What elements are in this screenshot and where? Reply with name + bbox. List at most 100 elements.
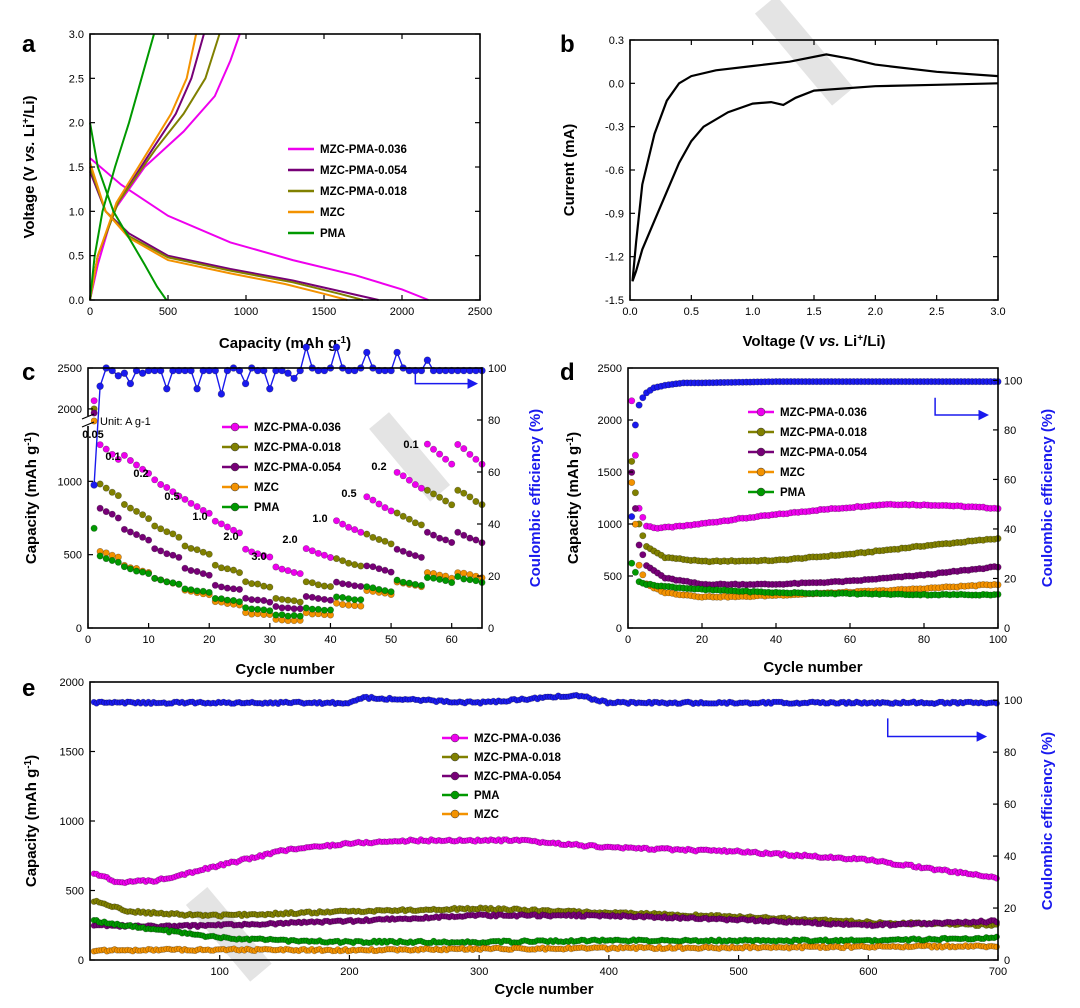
data-point [230,566,238,574]
data-point [635,401,643,409]
data-point [357,528,365,536]
curve-mzc-pma-0.036-charge [89,33,241,301]
data-point [628,559,636,567]
x-tick-label: 100 [211,966,229,978]
data-point [296,570,304,578]
legend-marker [756,427,766,437]
y-tick-label: 0.5 [69,251,84,263]
data-point [157,547,165,555]
data-point [217,595,225,603]
data-point [345,595,353,603]
y-tick-label: 1500 [598,467,622,479]
data-point [260,606,268,614]
data-point [411,552,419,560]
data-point [423,486,431,494]
data-point [381,504,389,512]
data-point [96,504,104,512]
legend-label: MZC [474,809,499,821]
data-point [120,500,128,508]
data-point [351,526,359,534]
data-point [236,569,244,577]
data-point [399,472,407,480]
data-point [375,535,383,543]
data-point [357,562,365,570]
y-tick-label: 2500 [58,363,82,375]
y-tick-label: 2.0 [69,118,84,130]
data-point [375,565,383,573]
data-point [302,545,310,553]
data-point [472,497,480,505]
data-point [145,570,153,578]
data-point [345,580,353,588]
data-point [296,598,304,606]
curve-pma-discharge [89,122,168,301]
data-point [102,555,110,563]
data-point [436,493,444,501]
data-point [454,486,462,494]
x-tick-label: 500 [729,966,747,978]
legend-label: MZC-PMA-0.054 [780,447,868,459]
y-tick-label: 1000 [58,476,82,488]
data-point [466,534,474,542]
rate-label: 2.0 [223,531,238,543]
data-point [272,602,280,610]
x-tick-label: 40 [324,634,336,646]
panel-a: a 0 500 1000 1500 2000 2500 0.0 0.5 1.0 1.5 2.0 2.5 3… [21,29,493,352]
data-point [223,584,231,592]
legend-label: MZC-PMA-0.036 [254,422,341,434]
data-point [175,492,183,500]
data-point [230,526,238,534]
data-point [242,594,250,602]
data-point [442,497,450,505]
data-point [126,379,135,388]
data-point [163,483,171,491]
data-point [357,596,365,604]
curve-mzc-charge [89,33,198,301]
data-point [393,576,401,584]
x-tick-label: 60 [446,634,458,646]
data-point [205,588,213,596]
x-axis-title: Cycle number [235,661,334,678]
data-point [339,580,347,588]
data-point [417,521,425,529]
data-point [423,440,431,448]
data-point [631,520,639,528]
data-point [96,480,104,488]
y2-tick-label: 20 [1004,903,1016,915]
data-point [278,595,286,603]
data-point [302,604,310,612]
data-point [96,552,104,560]
data-point [429,574,437,582]
y2-tick-label: 60 [1004,799,1016,811]
y-tick-label: 0.3 [609,35,624,47]
data-point [266,607,274,615]
data-point [163,385,171,393]
data-point [460,575,468,583]
legend-label: MZC-PMA-0.036 [320,144,407,156]
data-point [199,570,207,578]
data-point [290,611,298,619]
axis-break-gap [85,416,91,426]
data-point [169,579,177,587]
data-point [363,493,371,501]
y-tick-label: 500 [604,571,622,583]
data-point [332,343,341,351]
data-point [436,534,444,542]
y-axis-title: Voltage (V vs. Li+/Li) [21,95,39,238]
x-tick-label: 700 [989,966,1007,978]
data-point [193,503,201,511]
y-tick-label: 0 [78,955,84,967]
data-point [332,599,340,607]
data-point [242,545,250,553]
x-tick-label: 400 [600,966,618,978]
data-point [272,563,280,571]
data-point [417,484,425,492]
x-tick-label: 1500 [312,306,336,318]
data-point [139,511,147,519]
unit-label: Unit: A g-1 [100,416,151,428]
data-point [175,580,183,588]
data-point [405,476,413,484]
y-tick-label: 500 [66,886,84,898]
data-point [302,343,310,351]
x-tick-label: 1.5 [806,306,821,318]
